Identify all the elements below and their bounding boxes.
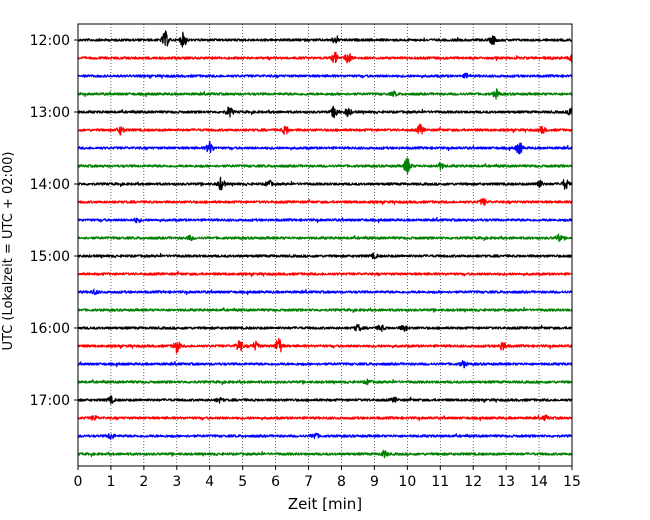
trace-1200: [77, 30, 573, 48]
y-tick-label: 17:00: [30, 393, 70, 409]
x-axis-ticks: 0 1 2 3 4 5 6 7 8 9 10 11 12 13 14 15: [74, 466, 581, 490]
trace-1430: [77, 216, 573, 224]
trace-1345: [77, 157, 573, 175]
y-tick-label: 16:00: [30, 321, 70, 337]
x-tick-label: 9: [370, 474, 379, 490]
trace-1645: [77, 378, 573, 386]
trace-1715: [77, 414, 573, 422]
trace-1215: [77, 51, 573, 64]
y-axis-ticks: 12:00 13:00 14:00 15:00 16:00 17:00: [30, 33, 78, 409]
x-tick-label: 12: [464, 474, 482, 490]
trace-1515: [77, 270, 573, 277]
x-axis-label: Zeit [min]: [288, 495, 362, 513]
x-tick-label: 11: [431, 474, 449, 490]
y-tick-label: 12:00: [30, 33, 70, 49]
x-tick-label: 5: [238, 474, 247, 490]
trace-1730: [77, 432, 573, 440]
x-tick-label: 13: [497, 474, 515, 490]
trace-1700: [77, 395, 573, 405]
x-tick-label: 3: [172, 474, 181, 490]
trace-1245: [77, 88, 573, 100]
y-tick-label: 15:00: [30, 249, 70, 265]
trace-1745: [77, 449, 573, 459]
x-tick-label: 1: [106, 474, 115, 490]
trace-1630: [77, 359, 573, 369]
x-tick-label: 6: [271, 474, 280, 490]
trace-1230: [77, 72, 573, 79]
trace-1330: [77, 140, 573, 155]
x-tick-label: 8: [337, 474, 346, 490]
x-tick-label: 0: [74, 474, 83, 490]
trace-1500: [77, 252, 573, 260]
x-tick-label: 2: [139, 474, 148, 490]
plot-frame: [77, 23, 573, 467]
y-axis-label: UTC (Lokalzeit = UTC + 02:00): [1, 152, 16, 351]
x-tick-label: 10: [398, 474, 416, 490]
trace-1600: [77, 323, 573, 333]
trace-1530: [77, 288, 573, 296]
trace-1315: [77, 123, 573, 136]
y-tick-label: 14:00: [30, 177, 70, 193]
trace-1615: [77, 337, 573, 354]
x-tick-label: 4: [205, 474, 214, 490]
trace-1400: [77, 176, 573, 191]
trace-1300: [77, 105, 573, 119]
x-tick-label: 7: [304, 474, 313, 490]
x-tick-label: 15: [563, 474, 581, 490]
trace-1545: [77, 306, 573, 314]
trace-1445: [77, 233, 573, 243]
seismic-traces: [77, 30, 573, 459]
y-tick-label: 13:00: [30, 105, 70, 121]
trace-1415: [77, 198, 573, 206]
x-tick-label: 14: [530, 474, 548, 490]
